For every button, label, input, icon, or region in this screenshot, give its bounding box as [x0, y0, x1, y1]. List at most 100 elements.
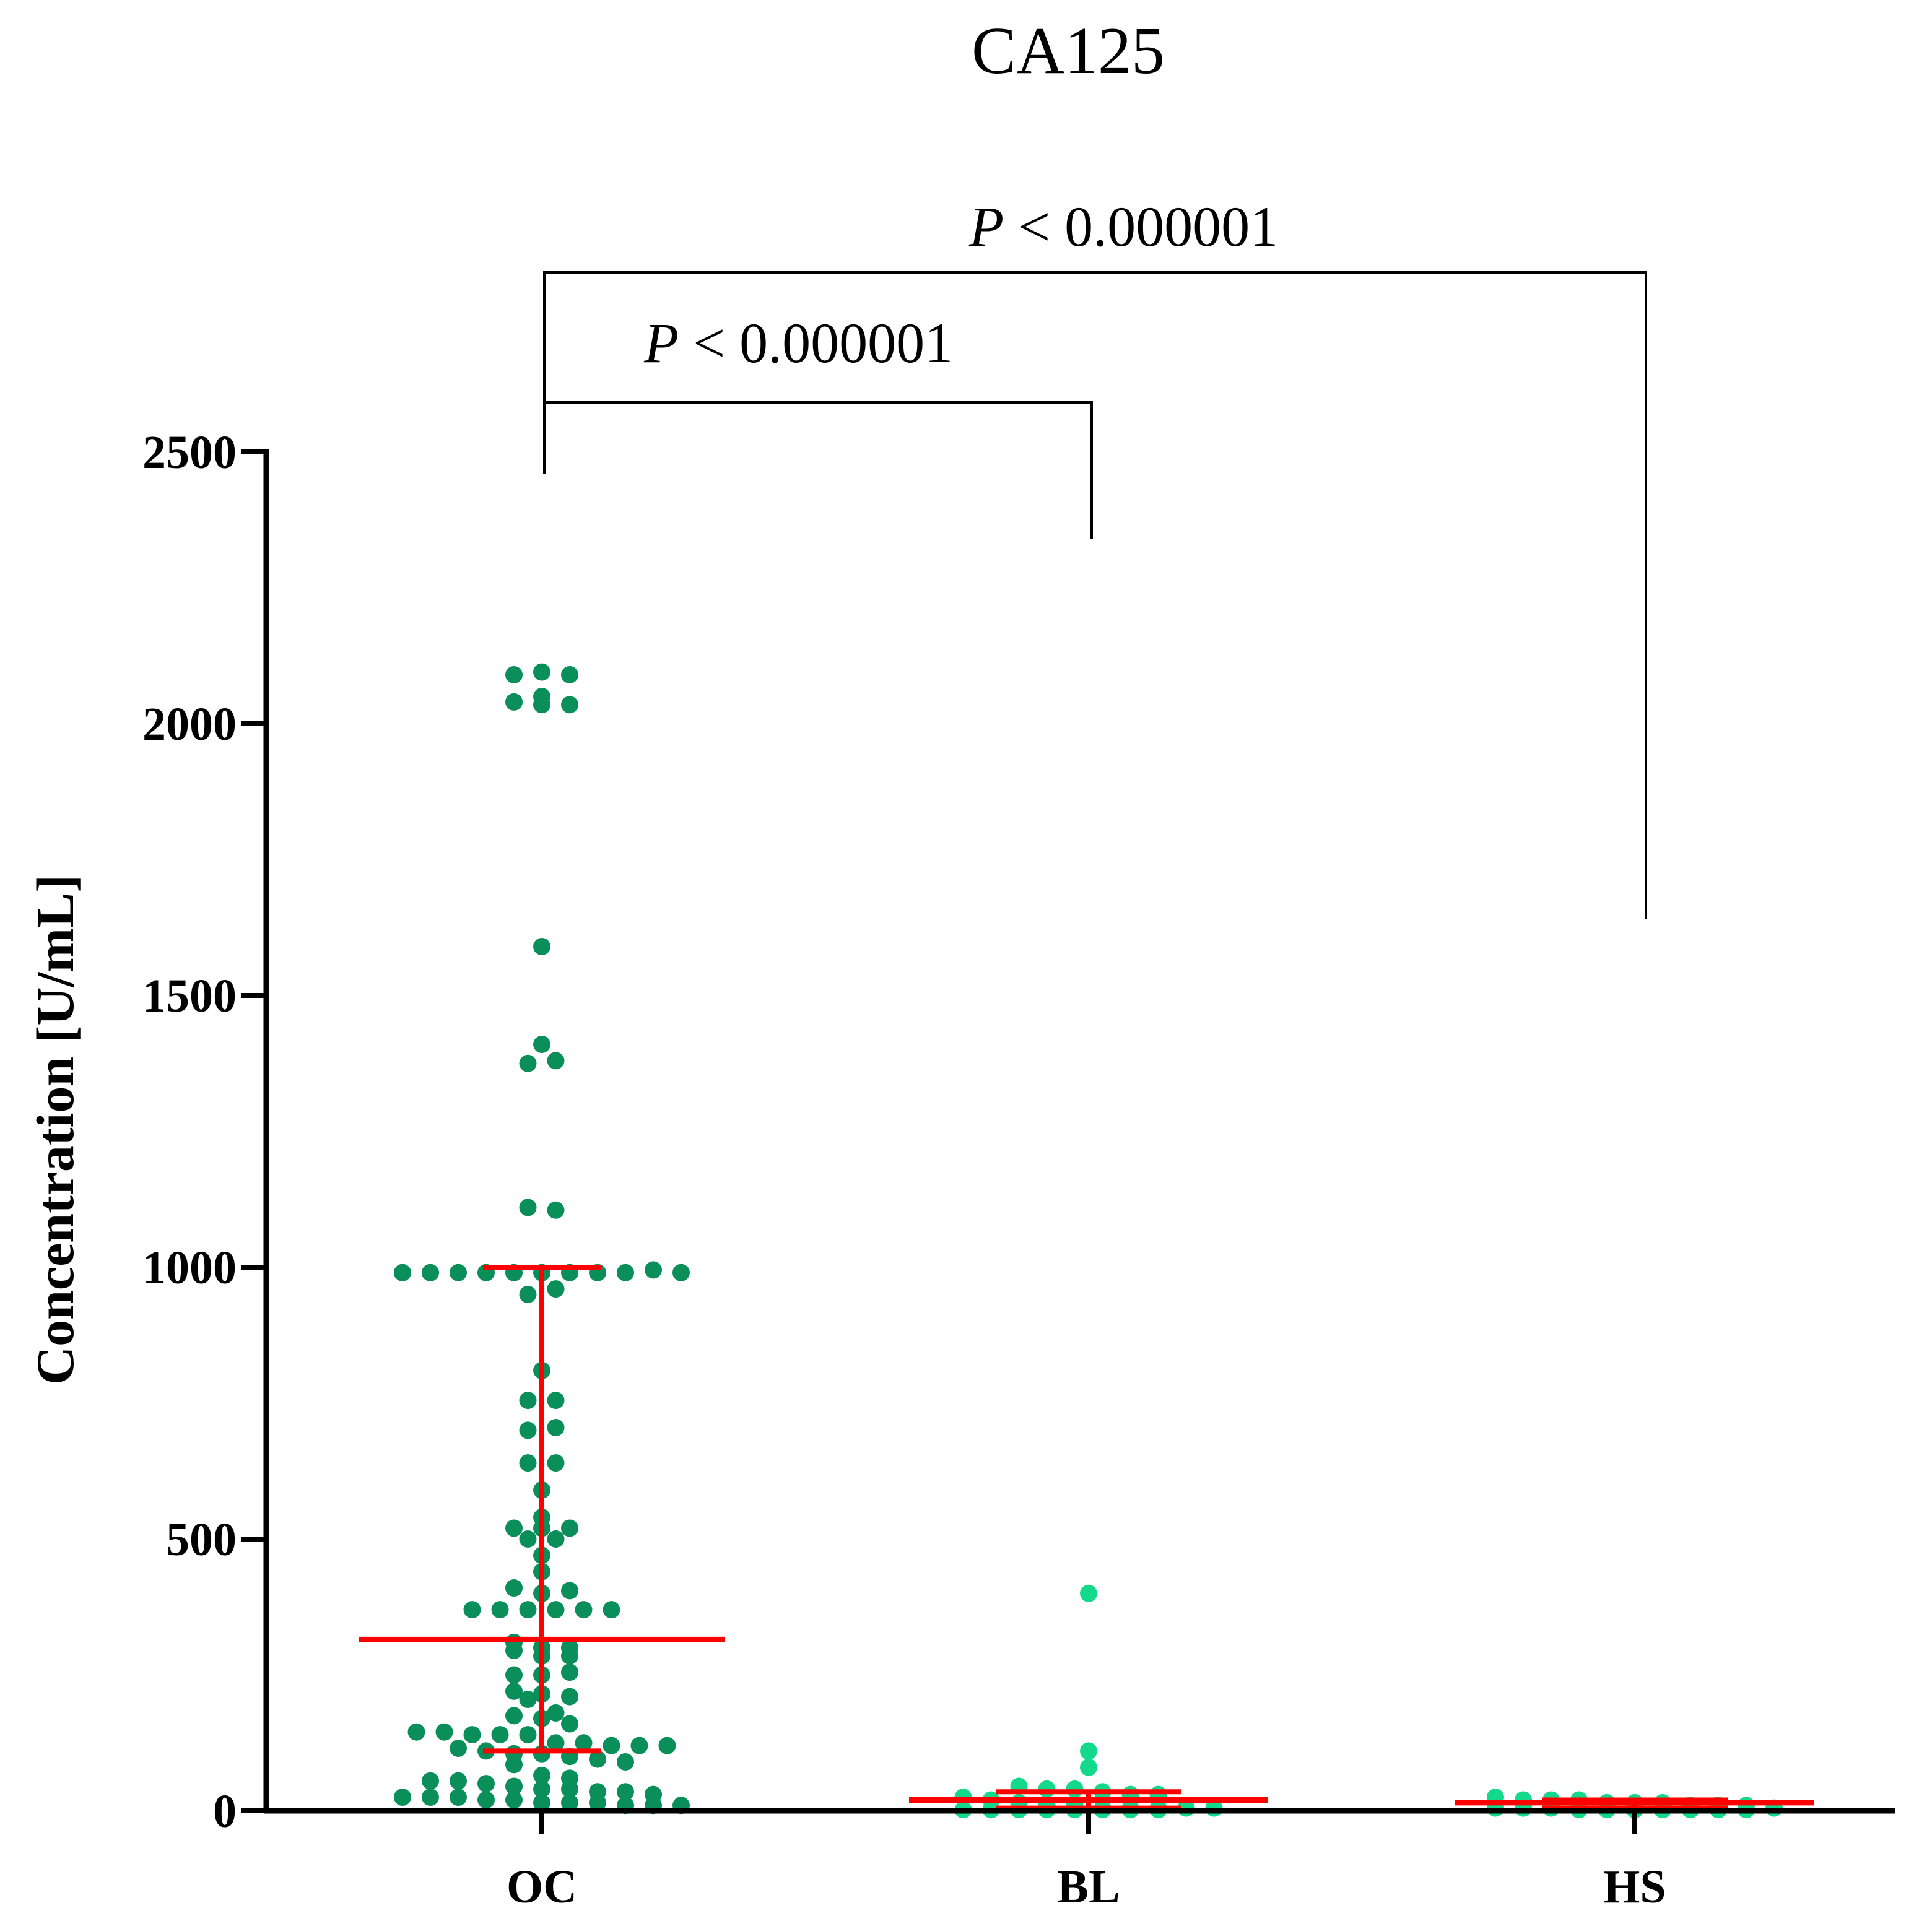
- y-tick-label-1500: 1500: [142, 970, 237, 1022]
- data-point-OC: [477, 1791, 495, 1809]
- data-point-OC: [533, 663, 550, 681]
- data-point-OC: [561, 1663, 578, 1681]
- data-point-OC: [477, 1775, 495, 1793]
- data-point-OC: [547, 1704, 565, 1722]
- data-point-OC: [547, 1601, 565, 1619]
- data-point-OC: [450, 1264, 467, 1281]
- data-point-OC: [505, 1519, 523, 1537]
- data-point-OC: [547, 1454, 565, 1472]
- data-point-OC: [533, 1793, 550, 1811]
- data-point-OC: [533, 1036, 550, 1054]
- data-point-OC: [519, 1601, 537, 1619]
- data-point-OC: [617, 1783, 634, 1801]
- data-point-OC: [533, 1766, 550, 1784]
- data-point-OC: [519, 1199, 537, 1216]
- data-point-OC: [505, 1791, 523, 1809]
- x-category-labels: OC BL HS: [507, 1811, 1666, 1913]
- data-point-OC: [617, 1753, 634, 1771]
- data-points: [394, 663, 1783, 1819]
- data-point-BL: [1080, 1584, 1097, 1602]
- data-point-OC: [394, 1264, 411, 1281]
- data-point-OC: [394, 1789, 411, 1806]
- data-point-BL: [1080, 1758, 1097, 1776]
- axes: [263, 449, 1895, 1814]
- data-point-OC: [450, 1740, 467, 1758]
- data-point-OC: [519, 1054, 537, 1072]
- data-point-OC: [561, 1582, 578, 1600]
- data-point-OC: [463, 1601, 481, 1619]
- data-point-OC: [435, 1723, 453, 1741]
- data-point-OC: [547, 1530, 565, 1548]
- y-tick-label-0: 0: [213, 1785, 237, 1837]
- data-point-OC: [491, 1726, 509, 1744]
- y-tick-label-2500: 2500: [142, 427, 237, 479]
- data-point-OC: [519, 1726, 537, 1744]
- x-category-label-BL: BL: [1057, 1861, 1120, 1913]
- p-symbol: P: [643, 311, 679, 375]
- y-ticks: 0 500 1000 1500 2000 2500: [142, 427, 266, 1837]
- data-point-OC: [547, 1280, 565, 1298]
- data-point-OC: [505, 1707, 523, 1725]
- p-value-text: < 0.000001: [1004, 195, 1278, 258]
- data-point-OC: [561, 1793, 578, 1811]
- data-point-OC: [505, 693, 523, 711]
- data-point-OC: [519, 1691, 537, 1709]
- data-point-OC: [505, 1756, 523, 1774]
- y-tick-label-500: 500: [166, 1514, 237, 1566]
- data-point-OC: [561, 1519, 578, 1537]
- data-point-OC: [422, 1772, 439, 1790]
- data-point-OC: [450, 1772, 467, 1790]
- data-point-OC: [463, 1726, 481, 1744]
- data-point-OC: [547, 1419, 565, 1437]
- bracket-OC-HS: [543, 271, 1647, 919]
- p-symbol: P: [968, 195, 1004, 258]
- data-point-OC: [533, 937, 550, 955]
- data-point-OC: [561, 1715, 578, 1733]
- data-point-OC: [672, 1264, 690, 1281]
- data-point-OC: [491, 1601, 509, 1619]
- data-point-OC: [519, 1454, 537, 1472]
- x-category-label-OC: OC: [507, 1861, 577, 1913]
- data-point-OC: [561, 1647, 578, 1665]
- data-point-OC: [422, 1264, 439, 1281]
- data-point-OC: [575, 1601, 593, 1619]
- data-point-OC: [422, 1789, 439, 1806]
- data-point-OC: [561, 666, 578, 683]
- data-point-OC: [645, 1261, 662, 1279]
- data-point-OC: [575, 1734, 593, 1752]
- data-point-BL: [1038, 1780, 1056, 1798]
- data-point-OC: [505, 1666, 523, 1684]
- p-value-label-OC-BL: P < 0.000001: [643, 311, 953, 375]
- data-point-BL: [1066, 1780, 1084, 1798]
- data-point-OC: [547, 1201, 565, 1219]
- data-point-OC: [407, 1723, 425, 1741]
- y-axis-label: Concentration [U/mL]: [25, 875, 85, 1385]
- data-point-OC: [505, 1579, 523, 1597]
- data-point-OC: [505, 1777, 523, 1795]
- data-point-OC: [547, 1392, 565, 1410]
- x-category-label-HS: HS: [1603, 1861, 1666, 1913]
- data-point-OC: [630, 1737, 648, 1754]
- y-tick-label-1000: 1000: [142, 1242, 237, 1294]
- data-point-OC: [589, 1750, 606, 1768]
- data-point-OC: [533, 696, 550, 714]
- data-point-OC: [603, 1601, 620, 1619]
- data-point-OC: [519, 1530, 537, 1548]
- data-point-OC: [658, 1737, 676, 1754]
- data-point-OC: [603, 1737, 620, 1754]
- data-point-OC: [547, 1052, 565, 1070]
- data-point-OC: [617, 1264, 634, 1281]
- data-point-OC: [561, 1688, 578, 1706]
- data-point-OC: [505, 1641, 523, 1659]
- data-point-OC: [533, 1780, 550, 1798]
- p-value-label-OC-HS: P < 0.000001: [968, 195, 1278, 258]
- data-point-OC: [561, 696, 578, 714]
- data-point-OC: [505, 1682, 523, 1700]
- p-value-text: < 0.000001: [679, 311, 953, 375]
- bracket-OC-BL: [543, 401, 1093, 539]
- data-point-OC: [547, 1734, 565, 1752]
- data-point-BL: [1080, 1742, 1097, 1760]
- data-point-OC: [450, 1789, 467, 1806]
